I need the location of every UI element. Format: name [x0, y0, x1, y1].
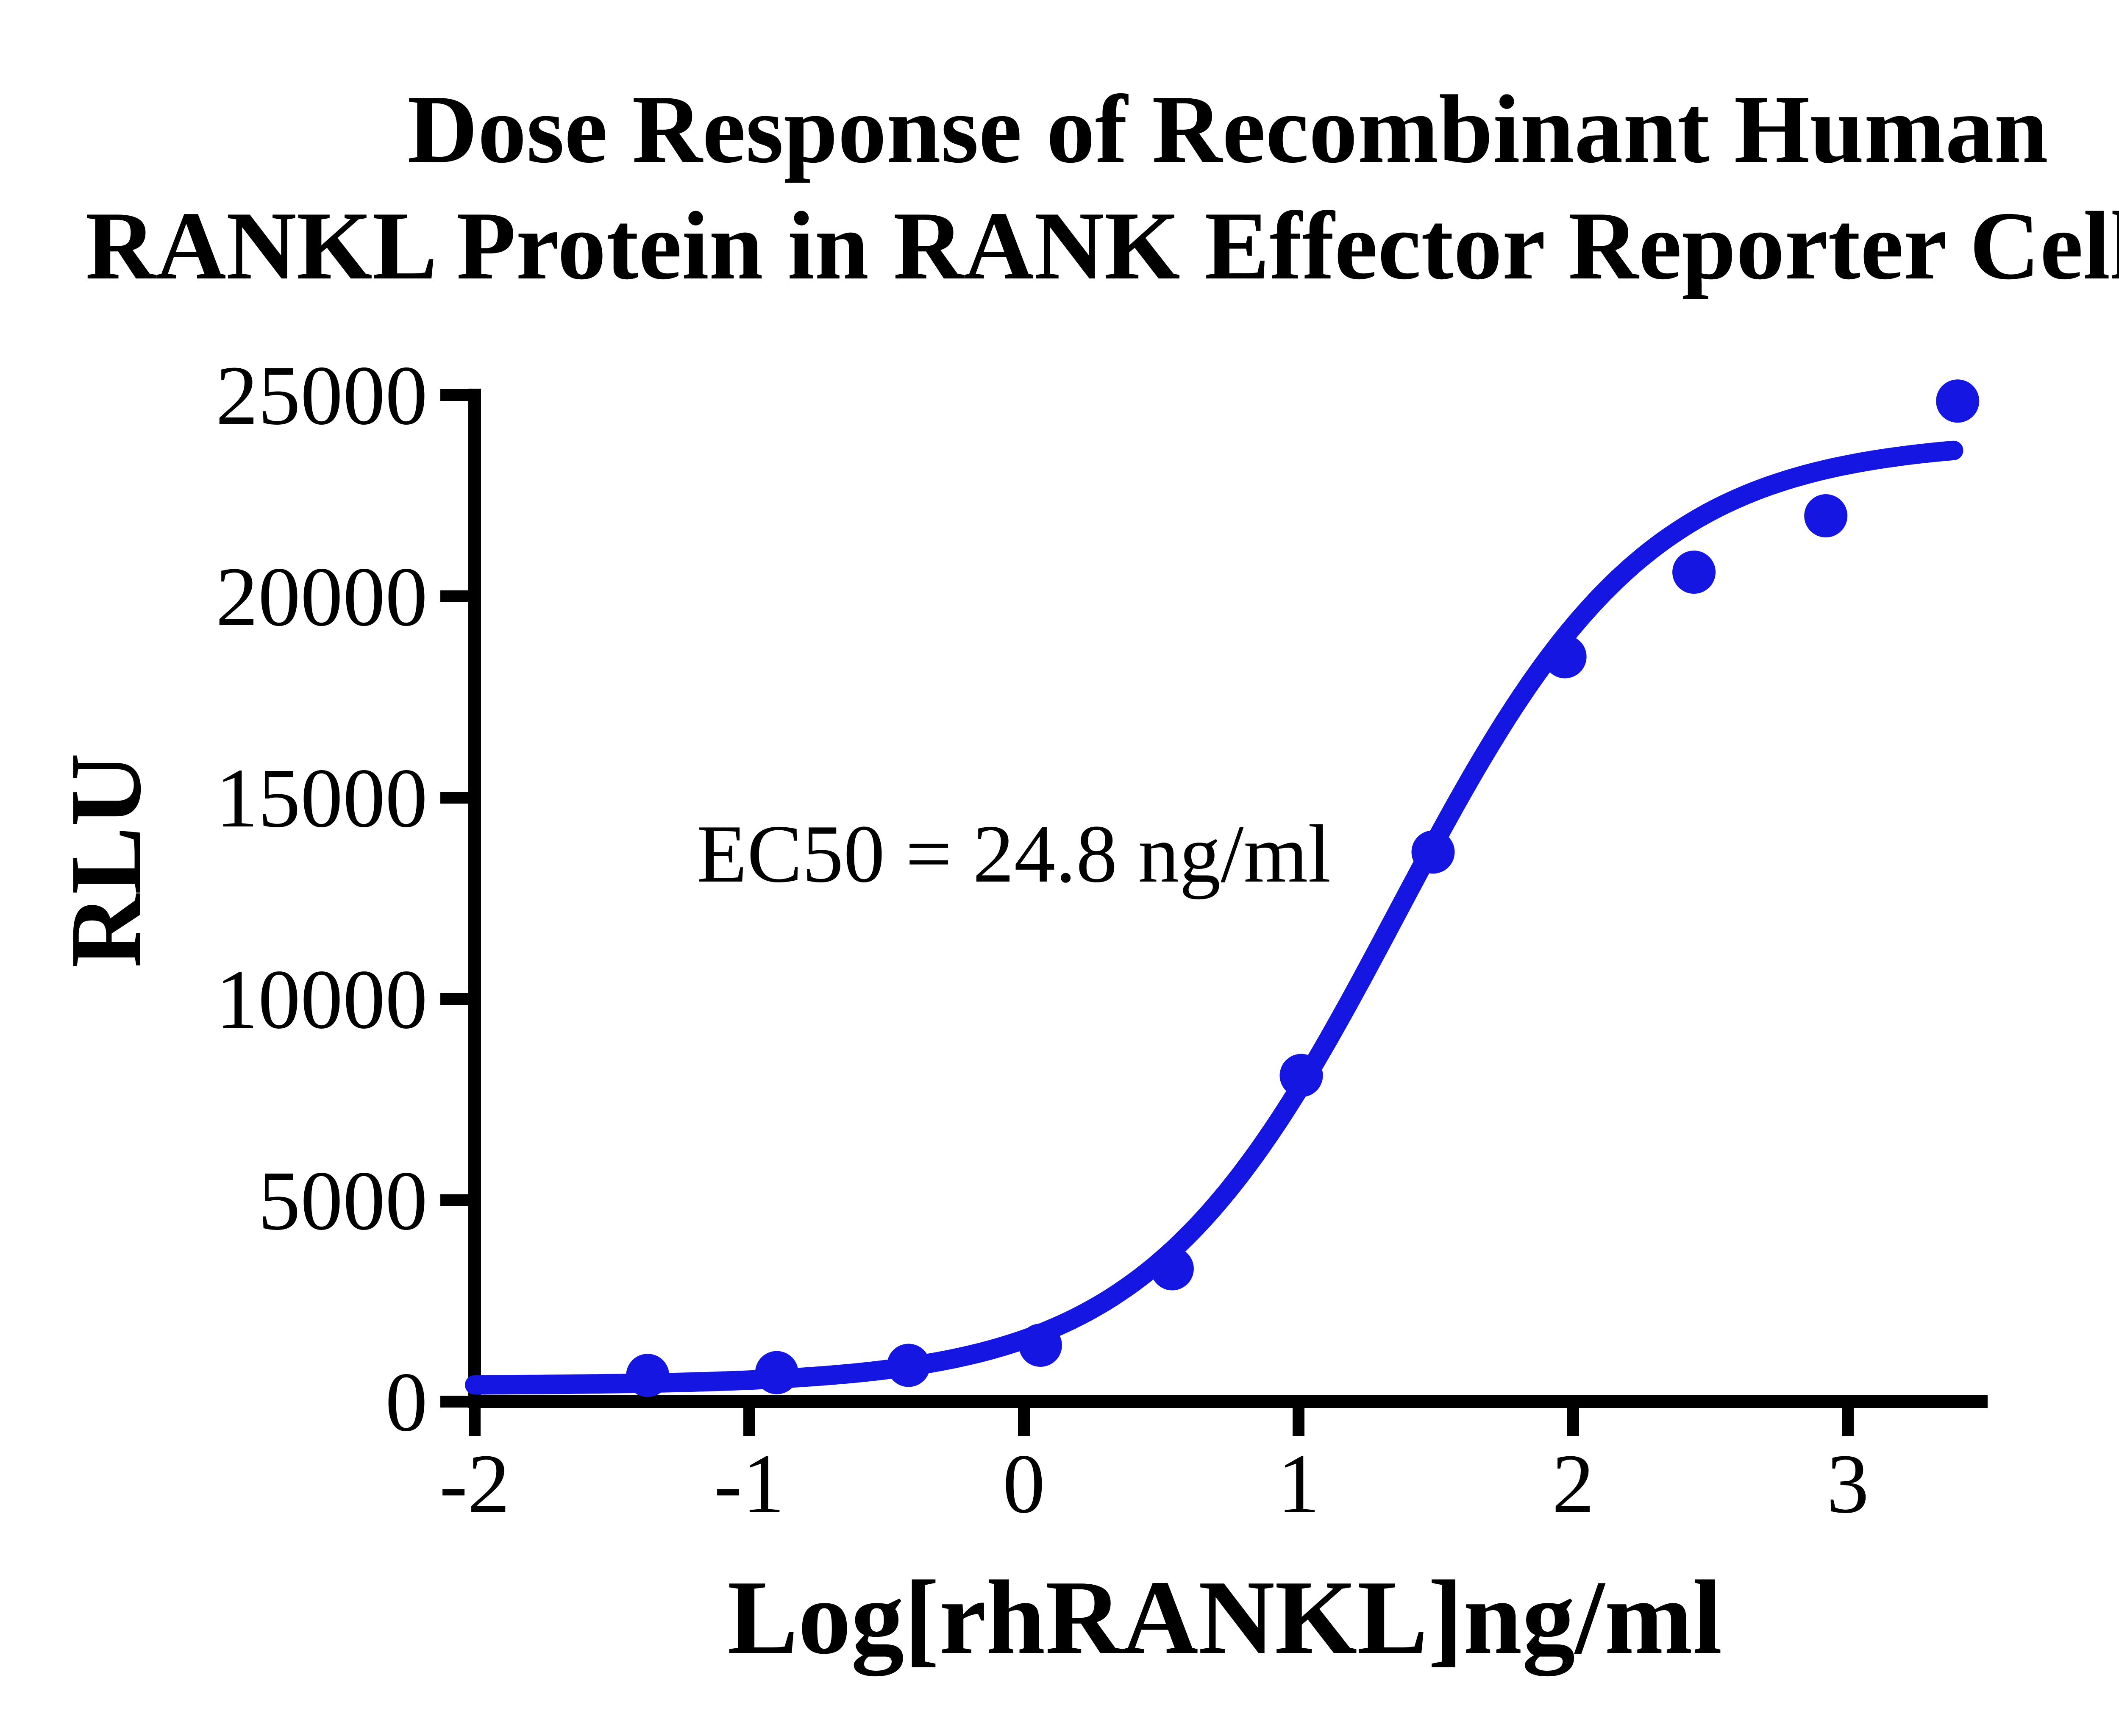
y-tick-label: 5000: [258, 1154, 428, 1248]
data-point: [1150, 1247, 1194, 1291]
y-tick-label: 25000: [216, 349, 428, 442]
x-tick-label: 1: [1277, 1437, 1320, 1531]
y-tick-label: 0: [385, 1355, 428, 1449]
y-tick-label: 10000: [216, 953, 428, 1046]
axes: 0 5000 10000 15000 20000 25000 -2 -1 0 1 2 3: [216, 349, 1988, 1531]
data-point: [1936, 379, 1980, 423]
x-axis-label: Log[rhRANKL]ng/ml: [727, 1559, 1722, 1676]
data-point: [1543, 635, 1587, 679]
data-point: [755, 1351, 798, 1394]
data-point: [1804, 494, 1848, 537]
fit-curve: [465, 440, 1963, 1395]
data-point: [1411, 830, 1455, 874]
chart-title-line1: Dose Response of Recombinant Human: [407, 75, 2048, 183]
y-tick-label: 20000: [216, 550, 428, 644]
data-points: [626, 379, 1980, 1397]
x-tick-label: 2: [1552, 1437, 1594, 1531]
data-point: [887, 1344, 930, 1387]
data-point: [1672, 551, 1716, 594]
data-point: [1279, 1054, 1323, 1097]
data-point: [626, 1354, 670, 1397]
data-point: [1018, 1324, 1062, 1367]
x-tick-label: -2: [439, 1437, 510, 1531]
chart-title-line2: RANKL Protein in RANK Effector Reporter …: [85, 192, 2119, 300]
fit-curve-group: [465, 440, 1963, 1395]
x-tick-label: -1: [714, 1437, 785, 1531]
y-tick-label: 15000: [216, 751, 428, 845]
ec50-annotation: EC50 = 24.8 ng/ml: [697, 808, 1331, 900]
x-tick-label: 0: [1003, 1437, 1045, 1531]
y-axis-label: RLU: [49, 753, 162, 968]
x-tick-label: 3: [1827, 1437, 1869, 1531]
